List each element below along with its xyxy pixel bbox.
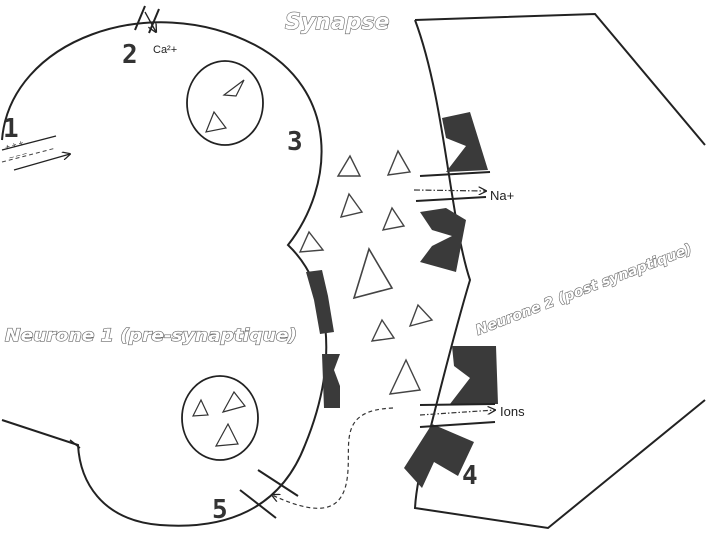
reuptake-arrow <box>272 407 394 509</box>
neurotransmitter <box>214 422 239 447</box>
axon-membrane-line <box>1 135 57 151</box>
presynaptic-transporter <box>306 270 334 334</box>
neuron1-label: Neurone 1 (pre-synaptique) <box>5 326 297 345</box>
ion-channel-line <box>419 421 496 428</box>
reuptake-channel-line <box>257 469 299 497</box>
sodium-channel-line <box>415 196 487 202</box>
neurotransmitter <box>352 247 394 300</box>
calcium-label: Ca²+ <box>153 44 177 56</box>
step-marker-2: 2 <box>122 40 138 70</box>
neurotransmitter <box>408 303 434 328</box>
neurotransmitter <box>386 149 412 176</box>
neurotransmitter <box>381 206 406 231</box>
receptor-channel <box>442 112 488 172</box>
ions-label: Ions <box>500 404 525 419</box>
neurotransmitter <box>222 79 245 97</box>
step-marker-5: 5 <box>212 495 228 525</box>
neurotransmitter <box>336 154 362 177</box>
ion-channel-line <box>419 403 496 406</box>
neurotransmitter <box>205 110 228 133</box>
step-marker-3: 3 <box>287 127 303 157</box>
diagram-title: Synapse <box>285 10 390 35</box>
calcium-channel-line <box>134 5 146 31</box>
reuptake-channel-line <box>239 489 277 519</box>
neurotransmitter <box>191 398 209 417</box>
membrane-notch <box>69 439 81 449</box>
step-marker-1: 1 <box>3 114 19 144</box>
receptor-channel <box>404 424 474 488</box>
receptor-channel <box>420 208 466 272</box>
axon-membrane-line <box>1 147 57 163</box>
presynaptic-transporter <box>322 354 340 408</box>
step-marker-4: 4 <box>462 461 478 491</box>
sodium-arrow <box>413 190 486 191</box>
neurotransmitter <box>298 230 325 253</box>
neurotransmitter <box>339 192 364 218</box>
vesicle-lower <box>181 375 259 461</box>
sodium-label: Na+ <box>490 188 514 203</box>
receptor-channel <box>450 346 498 404</box>
neurotransmitter <box>221 390 247 413</box>
neurotransmitter <box>370 318 396 342</box>
sodium-channel-line <box>419 171 491 177</box>
presynaptic-membrane <box>1 21 328 527</box>
ions-arrow <box>419 410 495 416</box>
neurotransmitter <box>388 358 422 395</box>
action-potential-arrow <box>13 154 70 171</box>
calcium-arrow <box>144 11 156 32</box>
vesicle-upper <box>186 60 264 146</box>
neuron2-label: Neurone 2 (post synaptique) <box>474 241 694 338</box>
